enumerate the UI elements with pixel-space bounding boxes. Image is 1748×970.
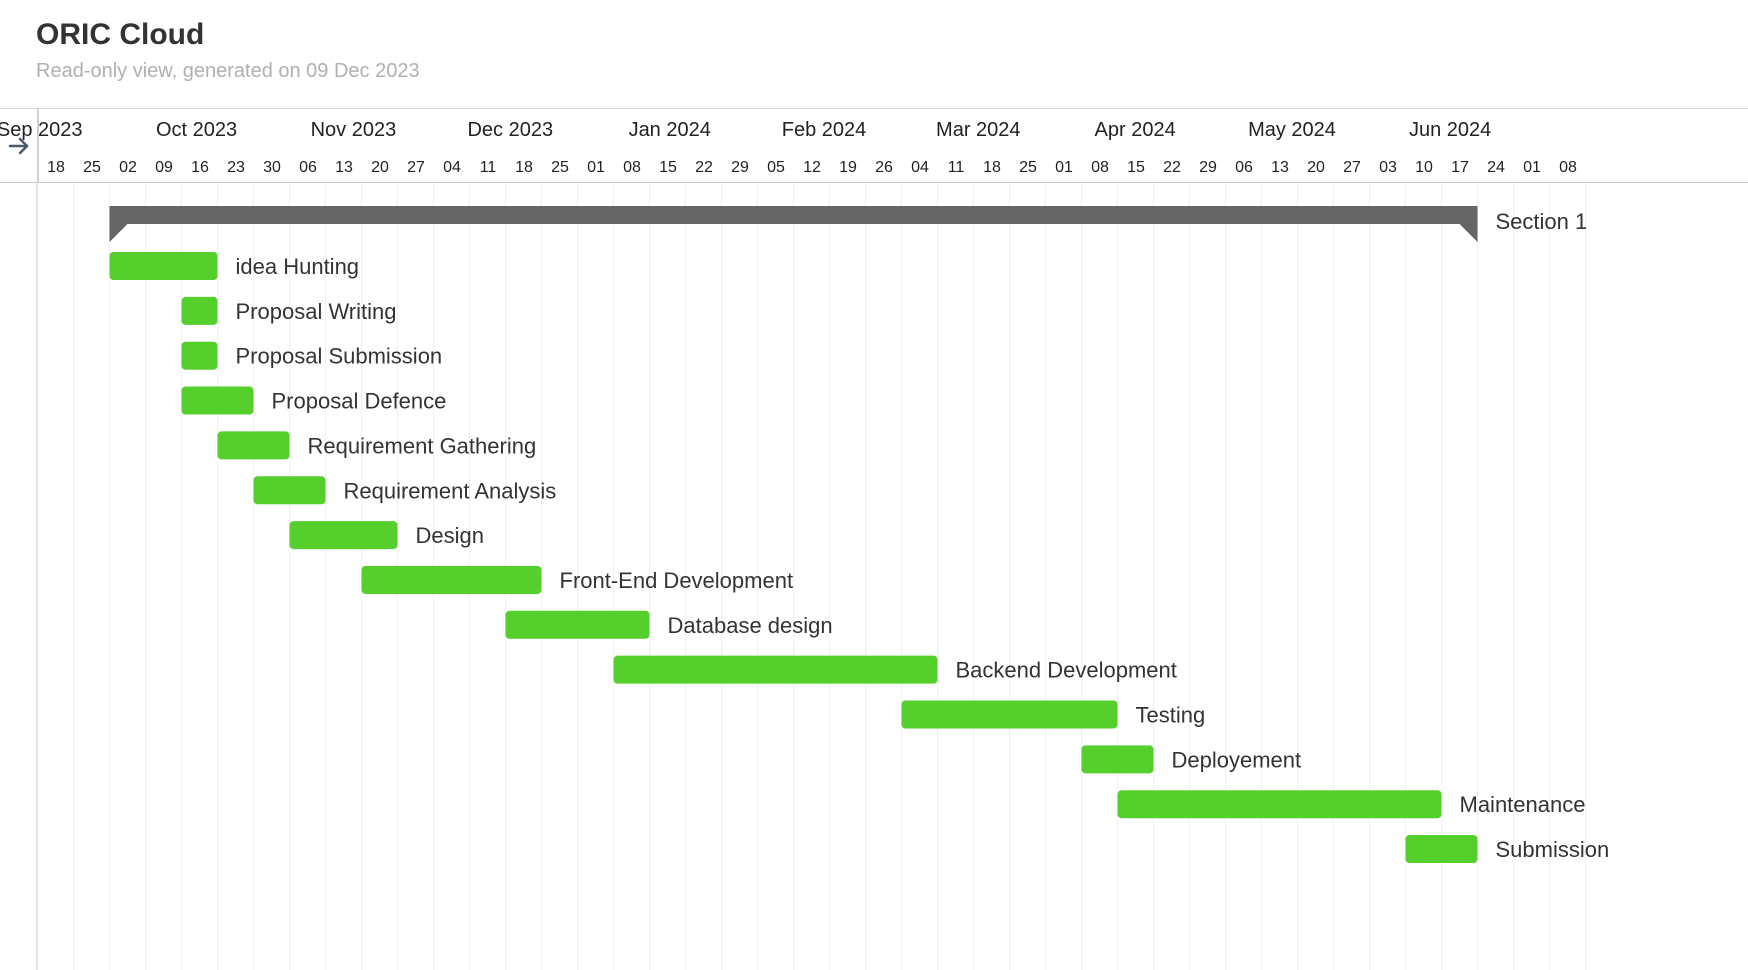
- task-bar: [1405, 835, 1478, 864]
- timeline-header: [0, 108, 1748, 183]
- task-label: Submission: [1496, 837, 1610, 862]
- task-bar: [901, 700, 1118, 729]
- task-bar: [1117, 790, 1442, 819]
- month-label: Sep 2023: [0, 119, 83, 141]
- task-label: Backend Development: [956, 658, 1177, 683]
- task-label: Front-End Development: [560, 568, 794, 593]
- month-label: May 2024: [1248, 119, 1336, 141]
- task-bar: [109, 252, 218, 280]
- task-bar: [613, 655, 938, 684]
- week-tick-label: 23: [227, 159, 245, 176]
- task-label: Deployement: [1172, 747, 1302, 772]
- week-tick-label: 27: [1343, 159, 1361, 176]
- week-tick-label: 04: [911, 159, 929, 176]
- week-tick-label: 30: [263, 159, 281, 176]
- section-summary-bar: [109, 206, 1478, 242]
- week-tick-label: 24: [1487, 159, 1505, 176]
- page-title: ORIC Cloud: [36, 18, 205, 51]
- rail-divider: [37, 108, 39, 183]
- week-tick-label: 12: [803, 159, 821, 176]
- week-tick-label: 22: [695, 159, 713, 176]
- gantt-chart: Sep 2023 Oct 2023 Nov 2023 Dec 2023 Jan 2024…: [0, 108, 1748, 970]
- week-tick-label: 11: [480, 159, 497, 176]
- week-tick-label: 02: [119, 159, 137, 176]
- week-tick-label: 06: [299, 159, 317, 176]
- page-subtitle: Read-only view, generated on 09 Dec 2023: [36, 60, 420, 82]
- week-tick-label: 16: [191, 159, 209, 176]
- task-bar: [181, 341, 218, 370]
- task-label: Proposal Defence: [272, 389, 447, 414]
- month-label: Jan 2024: [629, 119, 711, 141]
- week-tick-label: 25: [1019, 159, 1037, 176]
- task-label: Requirement Analysis: [344, 478, 557, 503]
- week-tick-label: 25: [83, 159, 101, 176]
- week-tick-label: 18: [47, 159, 65, 176]
- task-bar: [253, 476, 326, 505]
- week-tick-label: 20: [371, 159, 389, 176]
- week-tick-label: 25: [551, 159, 569, 176]
- week-tick-label: 20: [1307, 159, 1325, 176]
- task-bar: [361, 565, 542, 594]
- week-tick-label: 26: [875, 159, 893, 176]
- task-label: Proposal Submission: [236, 344, 443, 369]
- task-bar: [217, 431, 290, 460]
- week-tick-label: 13: [1271, 159, 1289, 176]
- task-bar: [181, 296, 218, 325]
- week-tick-label: 04: [443, 159, 461, 176]
- week-tick-label: 01: [1523, 159, 1541, 176]
- month-label: Nov 2023: [311, 119, 397, 141]
- arrow-right-icon: [8, 137, 29, 154]
- gantt-svg: Sep 2023 Oct 2023 Nov 2023 Dec 2023 Jan 2024…: [0, 119, 1610, 970]
- week-tick-label: 15: [659, 159, 677, 176]
- task-bar: [505, 610, 650, 639]
- week-tick-label: 10: [1415, 159, 1433, 176]
- week-tick-label: 08: [623, 159, 641, 176]
- month-label: Jun 2024: [1409, 119, 1491, 141]
- week-tick-label: 05: [767, 159, 785, 176]
- week-tick-label: 22: [1163, 159, 1181, 176]
- task-list-collapsed-panel: [0, 183, 38, 970]
- week-tick-label: 29: [731, 159, 749, 176]
- week-tick-label: 15: [1127, 159, 1145, 176]
- week-tick-label: 08: [1559, 159, 1577, 176]
- week-tick-label: 09: [155, 159, 173, 176]
- page-header: ORIC Cloud Read-only view, generated on …: [0, 0, 1748, 108]
- week-tick-label: 13: [335, 159, 353, 176]
- month-label: Dec 2023: [467, 119, 553, 141]
- task-bar: [1081, 745, 1154, 774]
- week-tick-label: 19: [839, 159, 857, 176]
- month-label: Apr 2024: [1095, 119, 1176, 141]
- task-label: Design: [416, 523, 484, 548]
- task-label: idea Hunting: [236, 254, 360, 279]
- week-tick-label: 11: [948, 159, 965, 176]
- week-tick-label: 17: [1451, 159, 1469, 176]
- week-tick-label: 27: [407, 159, 425, 176]
- month-label: Oct 2023: [156, 119, 237, 141]
- task-label: Requirement Gathering: [308, 433, 537, 458]
- task-label: Testing: [1136, 703, 1206, 728]
- week-tick-label: 18: [983, 159, 1001, 176]
- task-bar: [289, 521, 398, 550]
- expand-panel-button[interactable]: [0, 108, 38, 183]
- task-bar: [181, 386, 254, 415]
- month-label: Mar 2024: [936, 119, 1021, 141]
- week-tick-label: 18: [515, 159, 533, 176]
- week-tick-label: 06: [1235, 159, 1253, 176]
- week-tick-label: 01: [1055, 159, 1073, 176]
- task-label: Database design: [668, 613, 833, 638]
- week-tick-label: 01: [587, 159, 605, 176]
- task-label: Maintenance: [1460, 792, 1586, 817]
- month-label: Feb 2024: [782, 119, 867, 141]
- section-label: Section 1: [1496, 209, 1588, 234]
- week-tick-label: 29: [1199, 159, 1217, 176]
- week-tick-label: 03: [1379, 159, 1397, 176]
- task-label: Proposal Writing: [236, 299, 397, 324]
- week-tick-label: 08: [1091, 159, 1109, 176]
